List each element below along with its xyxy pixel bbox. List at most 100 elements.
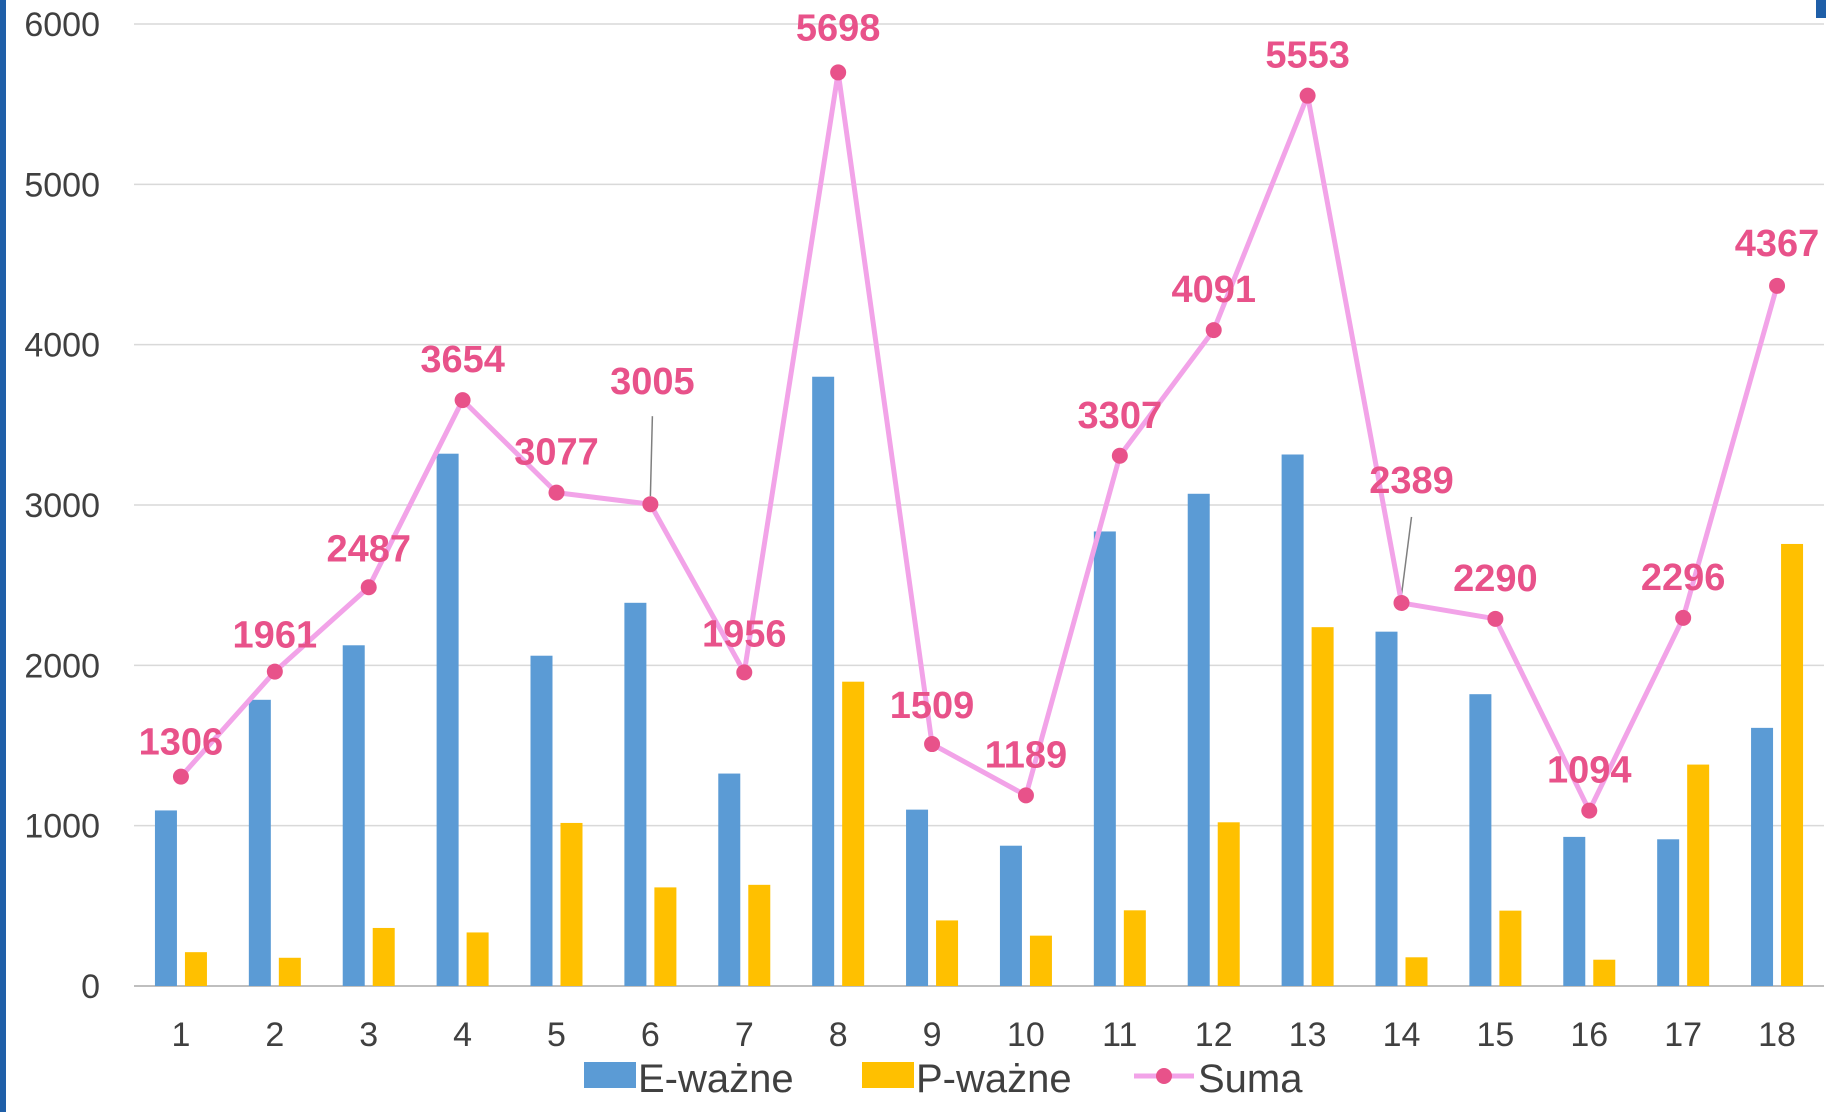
bar-p-wazne <box>936 920 959 986</box>
x-tick-label: 5 <box>547 1016 566 1054</box>
y-axis: 0 1000 2000 3000 4000 5000 6000 <box>24 6 100 1006</box>
bar-e-wazne <box>999 845 1022 986</box>
suma-data-label: 2389 <box>1369 460 1454 502</box>
suma-line <box>172 64 1786 819</box>
suma-data-label: 3005 <box>610 361 695 403</box>
bar-p-wazne <box>1405 957 1428 986</box>
x-tick-label: 17 <box>1664 1016 1702 1054</box>
bar-p-wazne <box>1029 935 1052 986</box>
bar-e-wazne <box>436 453 459 986</box>
bar-p-wazne <box>466 932 489 986</box>
suma-point <box>1205 322 1222 339</box>
bar-p-wazne <box>654 887 677 986</box>
suma-point <box>736 664 753 681</box>
suma-data-label: 1094 <box>1547 750 1632 792</box>
suma-point <box>1393 594 1410 611</box>
x-tick-label: 7 <box>735 1016 754 1054</box>
suma-point <box>1675 609 1692 626</box>
bar-e-wazne <box>248 699 271 986</box>
bar-p-wazne <box>372 927 395 986</box>
suma-point <box>1487 610 1504 627</box>
bar-p-wazne <box>1781 543 1804 986</box>
bar-p-wazne <box>278 957 301 986</box>
legend[interactable]: E-ważne P-ważne Suma <box>584 1057 1303 1101</box>
suma-line-path <box>179 69 1780 814</box>
bar-p-wazne <box>1217 822 1240 986</box>
bar-e-wazne <box>624 602 647 986</box>
suma-data-label: 3307 <box>1078 395 1163 437</box>
bar-p-wazne <box>1311 627 1334 986</box>
bar-p-wazne <box>1593 959 1616 986</box>
legend-item[interactable]: P-ważne <box>862 1057 1072 1101</box>
bar-e-wazne <box>1563 836 1586 986</box>
suma-data-label: 4367 <box>1735 223 1820 265</box>
legend-item[interactable]: E-ważne <box>584 1057 794 1101</box>
y-tick-label: 5000 <box>24 166 100 204</box>
suma-data-label: 1956 <box>702 613 787 655</box>
suma-point <box>1581 802 1598 819</box>
legend-item[interactable]: Suma <box>1134 1057 1303 1101</box>
bar-p-wazne <box>1123 910 1146 986</box>
bar-e-wazne <box>1375 631 1398 986</box>
leader-line <box>649 416 654 497</box>
x-tick-label: 18 <box>1758 1016 1796 1054</box>
bar-e-wazne <box>1657 839 1680 986</box>
bar-e-wazne <box>718 773 741 986</box>
leader-line <box>1400 516 1413 596</box>
y-tick-label: 0 <box>81 968 100 1006</box>
legend-swatch <box>862 1062 914 1088</box>
suma-data-label: 2487 <box>326 528 411 570</box>
suma-data-label: 3077 <box>514 432 599 474</box>
suma-point <box>1017 787 1034 804</box>
suma-data-label: 5698 <box>796 7 881 49</box>
gridlines <box>134 23 1824 987</box>
x-tick-label: 4 <box>453 1016 472 1054</box>
legend-marker <box>1156 1068 1172 1084</box>
bar-p-wazne <box>842 681 865 986</box>
bar-e-wazne <box>1187 493 1210 986</box>
legend-label: Suma <box>1198 1057 1303 1101</box>
y-tick-label: 2000 <box>24 647 100 685</box>
suma-point <box>1299 87 1316 104</box>
y-tick-label: 3000 <box>24 487 100 525</box>
x-tick-label: 9 <box>923 1016 942 1054</box>
suma-point <box>1769 277 1786 294</box>
legend-swatch <box>584 1062 636 1088</box>
suma-data-label: 5553 <box>1265 35 1350 77</box>
suma-point <box>1111 447 1128 464</box>
x-tick-label: 13 <box>1289 1016 1327 1054</box>
legend-label: P-ważne <box>916 1057 1072 1101</box>
legend-label: E-ważne <box>638 1057 794 1101</box>
y-tick-label: 1000 <box>24 808 100 846</box>
suma-point <box>172 768 189 785</box>
suma-point <box>642 496 659 513</box>
x-tick-label: 8 <box>829 1016 848 1054</box>
bar-p-wazne <box>184 952 207 986</box>
suma-data-label: 2296 <box>1641 557 1726 599</box>
x-tick-label: 15 <box>1476 1016 1514 1054</box>
y-tick-label: 4000 <box>24 327 100 365</box>
suma-data-label: 2290 <box>1453 558 1538 600</box>
bar-e-wazne <box>530 655 553 986</box>
suma-point <box>830 64 847 81</box>
window-border <box>0 0 6 1112</box>
suma-point <box>360 579 377 596</box>
bar-e-wazne <box>1469 694 1492 986</box>
suma-data-label: 3654 <box>420 339 505 381</box>
suma-data-label: 1189 <box>985 734 1067 776</box>
suma-data-label: 1509 <box>890 685 975 727</box>
x-tick-label: 6 <box>641 1016 660 1054</box>
x-tick-label: 10 <box>1007 1016 1045 1054</box>
x-axis: 1 2 3 4 5 6 7 8 9 10 11 12 13 14 15 16 17 18 <box>171 1016 1795 1054</box>
suma-data-label: 4091 <box>1171 269 1256 311</box>
bar-p-wazne <box>1687 764 1710 986</box>
bar-p-wazne <box>560 822 583 986</box>
x-tick-label: 2 <box>265 1016 284 1054</box>
y-tick-label: 6000 <box>24 6 100 44</box>
bar-e-wazne <box>812 376 835 986</box>
x-tick-label: 3 <box>359 1016 378 1054</box>
suma-point <box>454 392 471 409</box>
x-tick-label: 14 <box>1383 1016 1421 1054</box>
